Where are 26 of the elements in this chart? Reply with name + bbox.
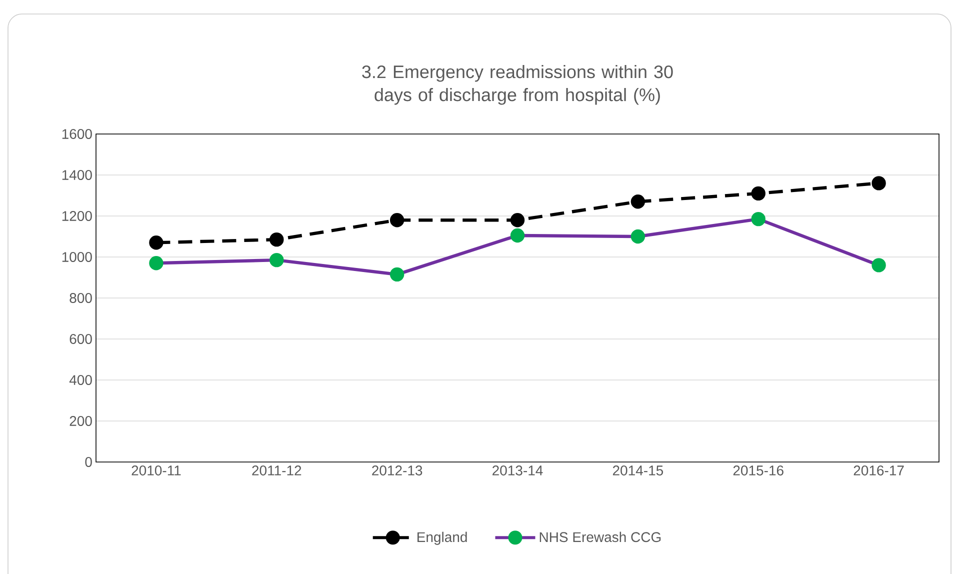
point (270, 232, 284, 247)
legend-label: NHS Erewash CCG (540, 532, 661, 542)
y-tick-label: 0 (85, 457, 92, 467)
x-tick-label: 2015-16 (733, 466, 784, 476)
point (630, 194, 646, 209)
x-tick-label: 2012-13 (372, 466, 422, 476)
y-tick-label: 1400 (62, 170, 92, 180)
point (510, 213, 525, 228)
legend-label: England (418, 532, 467, 545)
x-tick-label: 2010-11 (132, 466, 181, 476)
point (390, 213, 404, 228)
chart-title: 3.2 Emergency readmissions within 30 days of discharge from hospital (%) (362, 65, 673, 105)
y-tick-label: 200 (70, 416, 92, 426)
x-tick-label: 2014-15 (612, 466, 664, 476)
x-tick-label: 2011-12 (252, 466, 302, 476)
y-tick-label: 400 (69, 375, 92, 385)
y-tick-label: 800 (70, 293, 92, 303)
y-tick-label: 1600 (62, 129, 92, 139)
y-tick-label: 1000 (62, 252, 92, 262)
y-tick-label: 1200 (62, 211, 92, 221)
point (751, 186, 766, 201)
x-tick-label: 2016-17 (854, 466, 904, 476)
point (149, 236, 164, 250)
x-tick-label: 2013-14 (492, 466, 543, 476)
y-tick-label: 600 (70, 334, 92, 344)
point (872, 176, 886, 190)
